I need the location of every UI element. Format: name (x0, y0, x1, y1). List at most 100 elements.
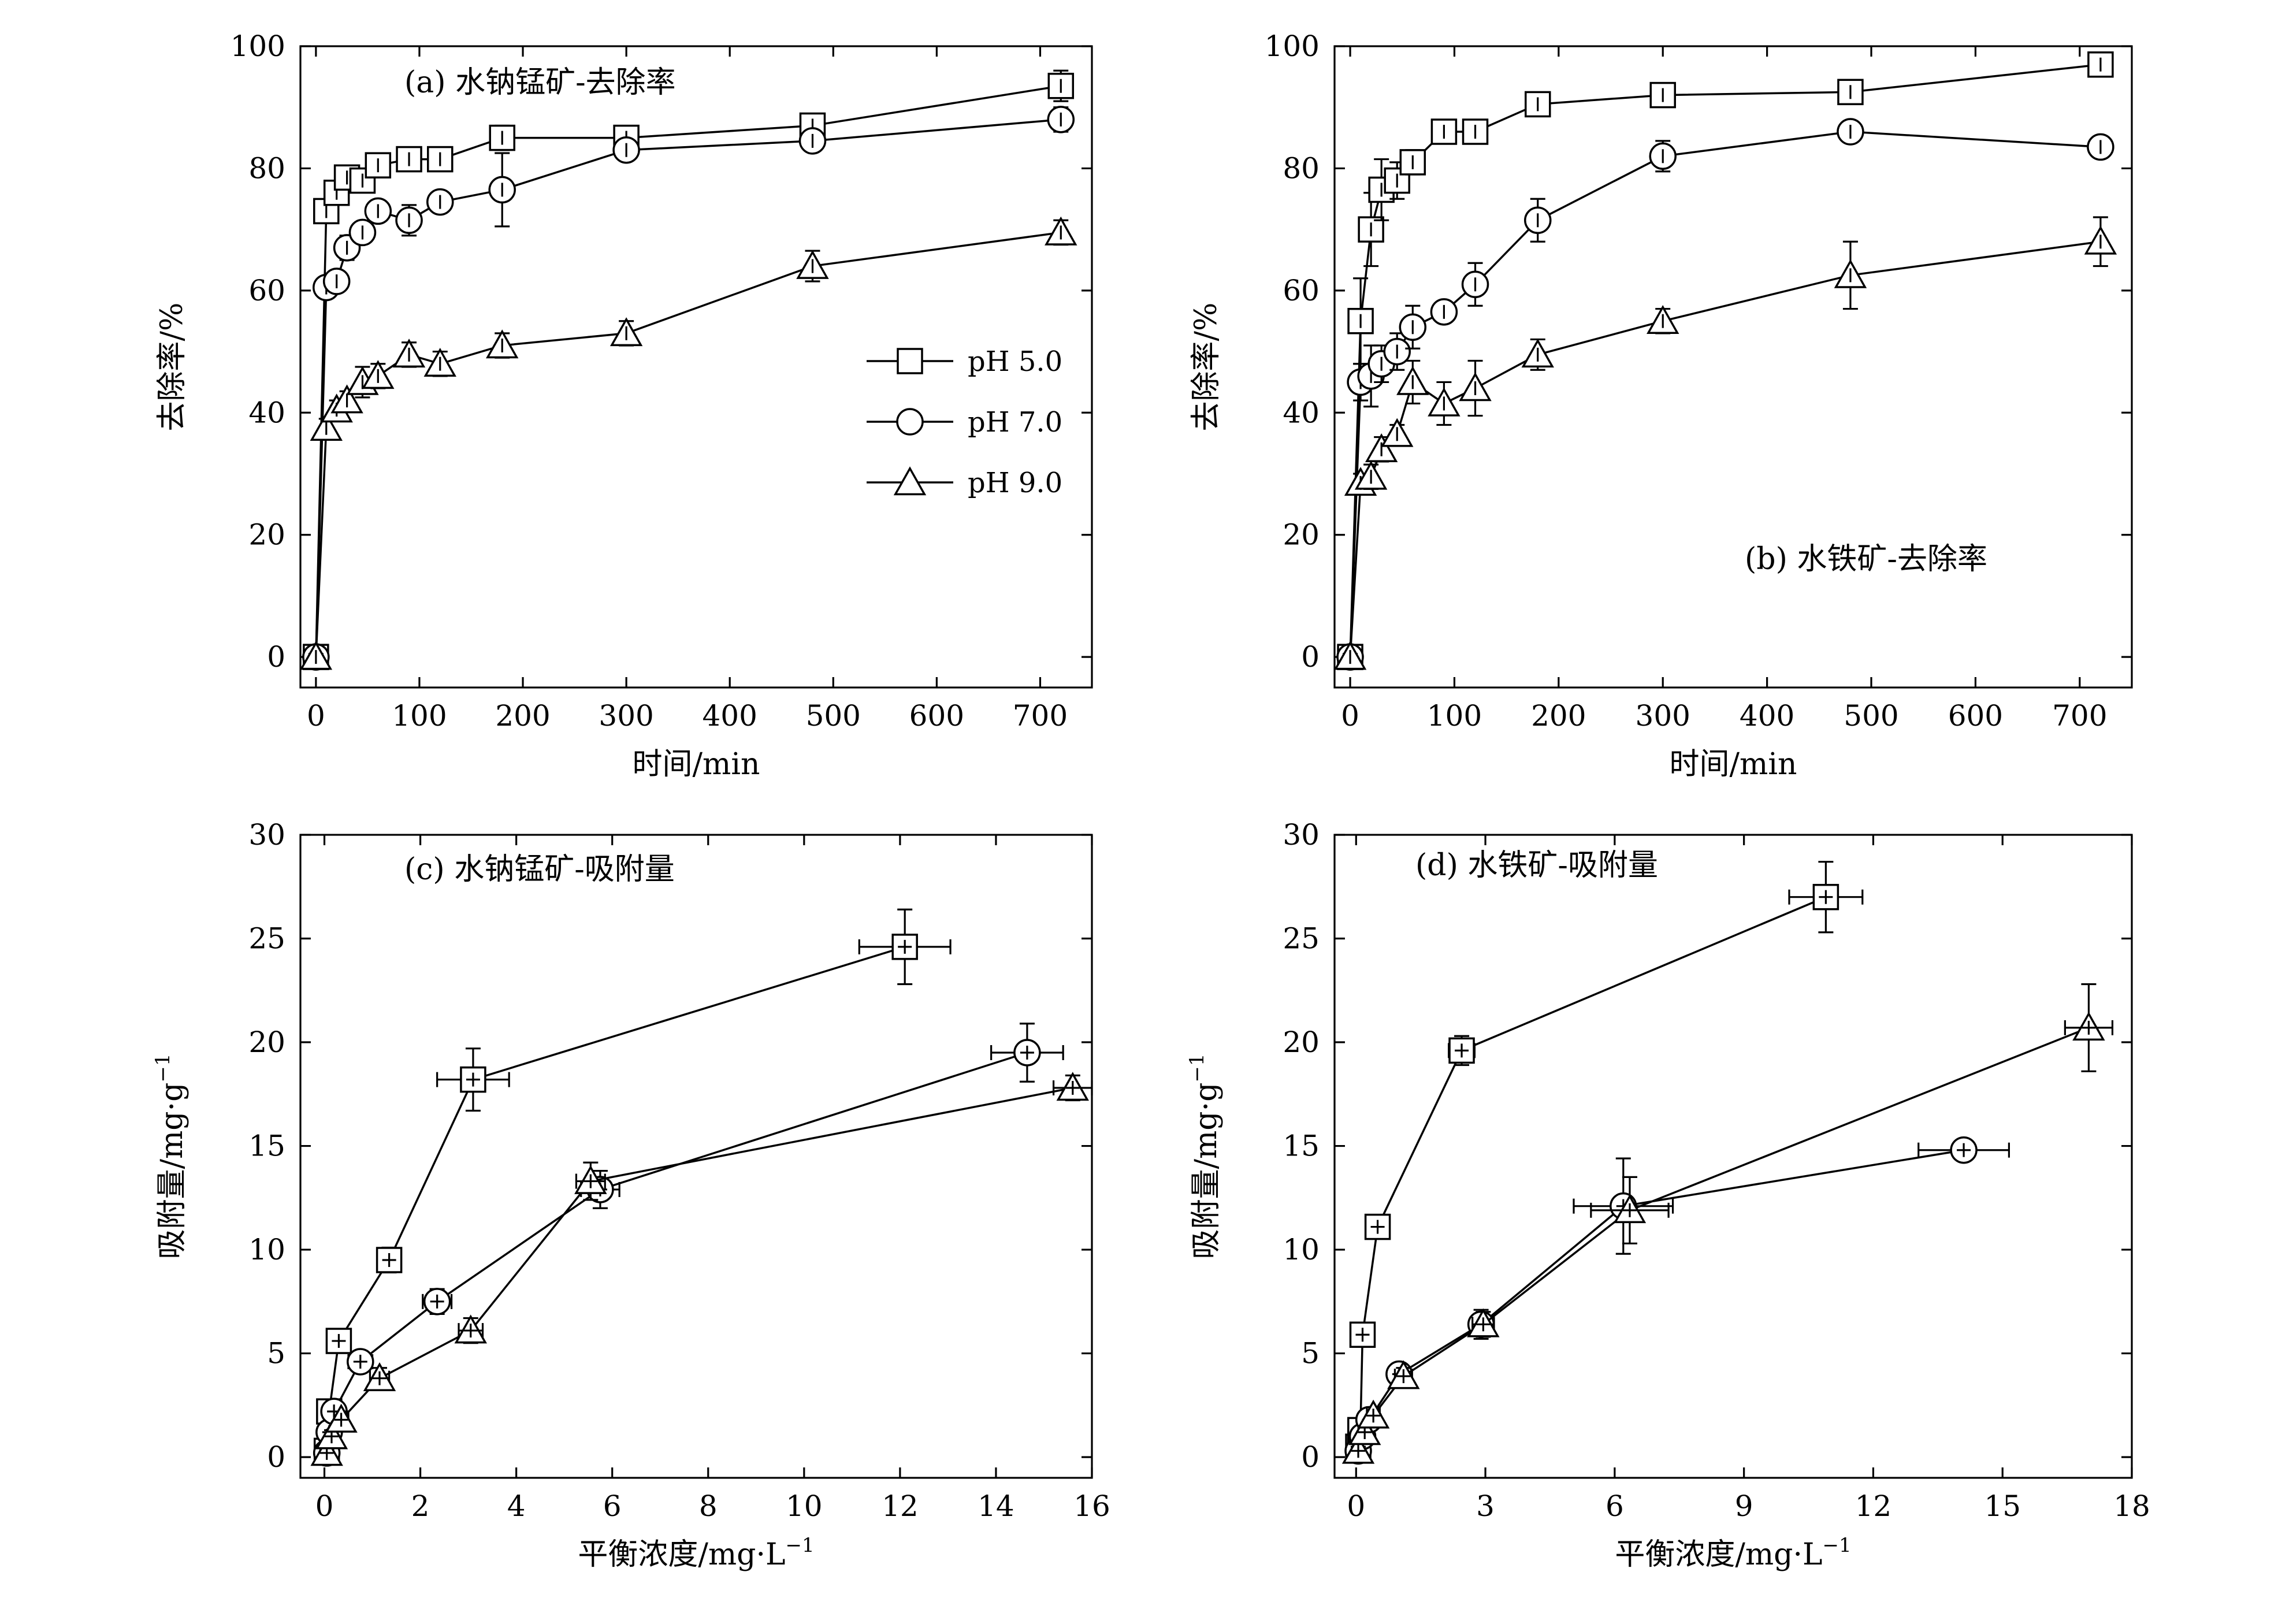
y-tick-label: 20 (1283, 518, 1320, 552)
panel-title: (c) 水钠锰矿-吸附量 (404, 852, 675, 887)
legend-marker (893, 466, 927, 496)
panel-c: 0 2 4 6 8 10 12 14 16 0 5 10 15 20 25 30 平衡浓度/mg·L−1 吸附量/… (151, 818, 1110, 1572)
series-line (1357, 896, 1827, 1447)
x-tick-label: 600 (1948, 699, 2003, 733)
plot-frame (299, 834, 1093, 1479)
x-axis-title: 平衡浓度/mg·L−1 (1615, 1534, 1851, 1572)
series-square (313, 908, 952, 1465)
x-tick-label: 0 (1347, 1489, 1365, 1523)
plot-frame (1333, 834, 2133, 1479)
y-tick-label: 60 (248, 274, 285, 307)
x-tick-label: 100 (392, 699, 447, 733)
x-axis-title: 时间/min (1670, 747, 1797, 782)
x-axis-title: 时间/min (633, 747, 760, 782)
series-line (315, 231, 1061, 657)
y-tick-label: 20 (1283, 1025, 1320, 1059)
y-tick-label: 30 (1283, 818, 1320, 852)
y-tick-label: 0 (267, 1440, 285, 1474)
panel-title: (a) 水钠锰矿-去除率 (404, 65, 676, 100)
series-line (1349, 63, 2101, 657)
y-tick-label: 10 (1283, 1233, 1320, 1266)
y-tick-label: 0 (1301, 1440, 1320, 1474)
y-tick-label: 40 (248, 396, 285, 429)
x-tick-label: 12 (1855, 1489, 1892, 1523)
series-line (325, 946, 905, 1451)
y-tick-label: 60 (1283, 274, 1320, 307)
data-point (1430, 118, 1458, 145)
x-tick-label: 700 (2052, 699, 2107, 733)
legend-label: pH 7.0 (968, 406, 1062, 438)
y-tick-label: 0 (1301, 640, 1320, 674)
x-tick-label: 15 (1984, 1489, 2021, 1523)
x-tick-label: 300 (1636, 699, 1690, 733)
y-tick-label: 100 (231, 29, 285, 63)
x-tick-label: 400 (1740, 699, 1794, 733)
series-line (1349, 240, 2101, 657)
x-tick-label: 0 (315, 1489, 334, 1523)
series-square (1345, 861, 1864, 1460)
x-tick-label: 400 (702, 699, 757, 733)
x-tick-label: 500 (1844, 699, 1898, 733)
x-tick-label: 0 (307, 699, 325, 733)
data-point (1399, 149, 1426, 176)
x-tick-label: 18 (2113, 1489, 2150, 1523)
y-tick-label: 5 (267, 1337, 285, 1370)
series-square (303, 69, 1075, 670)
x-tick-label: 700 (1013, 699, 1068, 733)
y-tick-label: 10 (248, 1233, 285, 1266)
y-tick-label: 30 (248, 818, 285, 852)
x-tick-label: 600 (909, 699, 964, 733)
series-circle (1344, 1136, 2010, 1465)
y-tick-label: 5 (1301, 1337, 1320, 1370)
x-tick-label: 14 (978, 1489, 1014, 1523)
y-tick-label: 80 (248, 151, 285, 185)
y-axis-title: 去除率/% (1189, 303, 1224, 432)
x-tick-label: 6 (1606, 1489, 1624, 1523)
series-triangle (1341, 983, 2114, 1464)
y-tick-label: 0 (267, 640, 285, 674)
series-square (1337, 51, 2114, 670)
x-tick-label: 12 (882, 1489, 919, 1523)
data-point (1462, 118, 1489, 145)
y-tick-label: 20 (248, 1025, 285, 1059)
y-tick-label: 40 (1283, 396, 1320, 429)
x-tick-label: 9 (1735, 1489, 1753, 1523)
series-line (325, 1087, 1073, 1454)
series-circle (313, 1023, 1064, 1467)
panel-title: (b) 水铁矿-去除率 (1745, 542, 1987, 577)
plot-frame (1333, 45, 2133, 689)
panel-d: 0 3 6 9 12 15 18 0 5 10 15 20 25 30 平衡浓度/mg·L−1 吸附量/mg·… (1185, 818, 2150, 1572)
panel-a: 0 100 200 300 400 500 600 700 0 20 40 60 80 100 时间/min… (155, 29, 1093, 782)
x-tick-label: 10 (786, 1489, 823, 1523)
plot-frame (299, 45, 1093, 689)
y-tick-label: 25 (248, 922, 285, 956)
x-tick-label: 6 (603, 1489, 622, 1523)
y-axis-title: 去除率/% (155, 303, 189, 432)
x-tick-label: 8 (699, 1489, 718, 1523)
y-tick-label: 25 (1283, 922, 1320, 956)
series-circle (302, 106, 1075, 671)
y-tick-label: 15 (248, 1129, 285, 1163)
x-tick-label: 4 (507, 1489, 526, 1523)
x-tick-label: 200 (495, 699, 550, 733)
x-tick-label: 500 (806, 699, 861, 733)
x-tick-label: 0 (1341, 699, 1359, 733)
legend-label: pH 5.0 (968, 345, 1062, 378)
series-triangle (1333, 216, 2117, 670)
legend-marker (897, 348, 923, 374)
x-tick-label: 16 (1073, 1489, 1110, 1523)
x-tick-label: 3 (1476, 1489, 1495, 1523)
x-tick-label: 200 (1531, 699, 1586, 733)
y-axis-title: 吸附量/mg·g−1 (151, 1053, 189, 1259)
series-line (325, 1051, 1028, 1454)
data-point (1358, 216, 1384, 243)
y-tick-label: 100 (1265, 29, 1320, 63)
y-tick-label: 15 (1283, 1129, 1320, 1163)
series-circle (1336, 118, 2114, 671)
legend: pH 5.0 pH 7.0 pH 9.0 (867, 345, 1062, 499)
series-line (1357, 1027, 2090, 1451)
x-tick-label: 100 (1427, 699, 1482, 733)
x-tick-label: 300 (599, 699, 653, 733)
panel-title: (d) 水铁矿-吸附量 (1415, 848, 1658, 883)
